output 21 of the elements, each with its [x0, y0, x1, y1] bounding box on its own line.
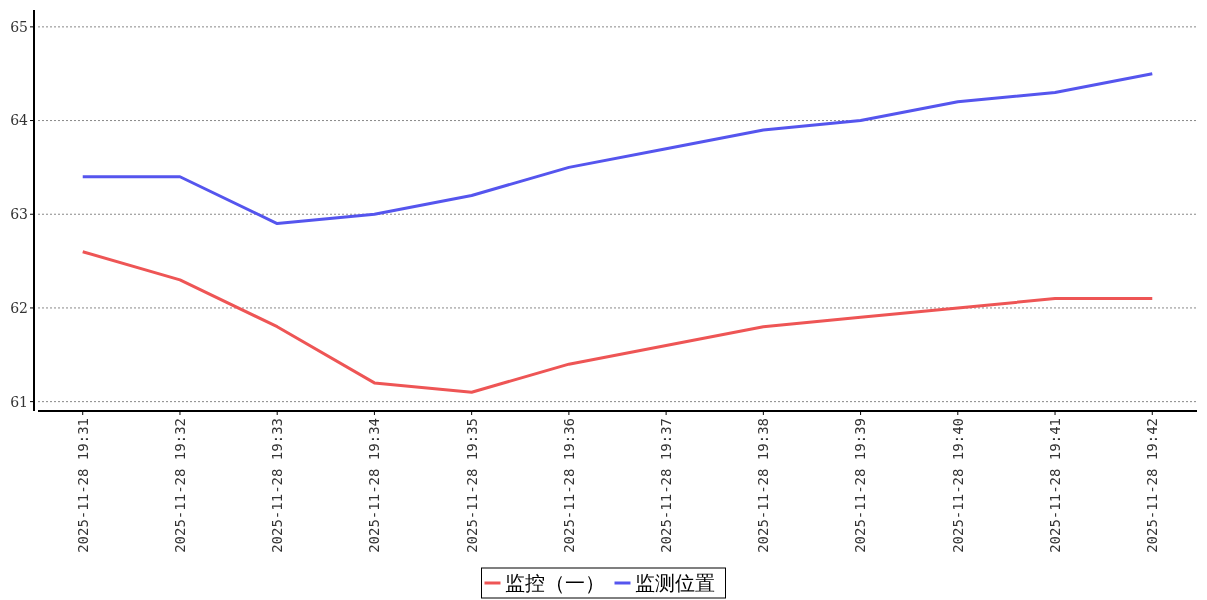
- y-tick-label: 62: [10, 299, 28, 316]
- y-tick-label: 64: [10, 112, 29, 129]
- x-tick-label: 2025-11-28 19:41: [1046, 418, 1063, 553]
- y-tick-label: 63: [10, 206, 28, 223]
- line-series: [81, 250, 1154, 394]
- x-tick-label: 2025-11-28 19:33: [269, 418, 286, 553]
- x-tick-label: 2025-11-28 19:40: [949, 418, 966, 553]
- x-tick-label: 2025-11-28 19:32: [171, 418, 188, 553]
- x-tick-label: 2025-11-28 19:34: [366, 418, 383, 553]
- legend-label: 监测位置: [634, 571, 715, 595]
- x-tick-label: 2025-11-28 19:37: [658, 418, 675, 553]
- x-tick-label: 2025-11-28 19:35: [463, 418, 480, 553]
- y-tick-label: 65: [10, 18, 28, 35]
- x-tick-label: 2025-11-28 19:42: [1144, 418, 1161, 553]
- x-tick-label: 2025-11-28 19:36: [560, 418, 577, 553]
- x-tick-label: 2025-11-28 19:39: [852, 418, 869, 553]
- line-series: [81, 72, 1154, 226]
- x-tick-label: 2025-11-28 19:31: [74, 418, 91, 553]
- legend-label: 监控（一）: [504, 571, 605, 595]
- y-tick-label: 61: [10, 393, 28, 410]
- x-tick-label: 2025-11-28 19:38: [755, 418, 772, 553]
